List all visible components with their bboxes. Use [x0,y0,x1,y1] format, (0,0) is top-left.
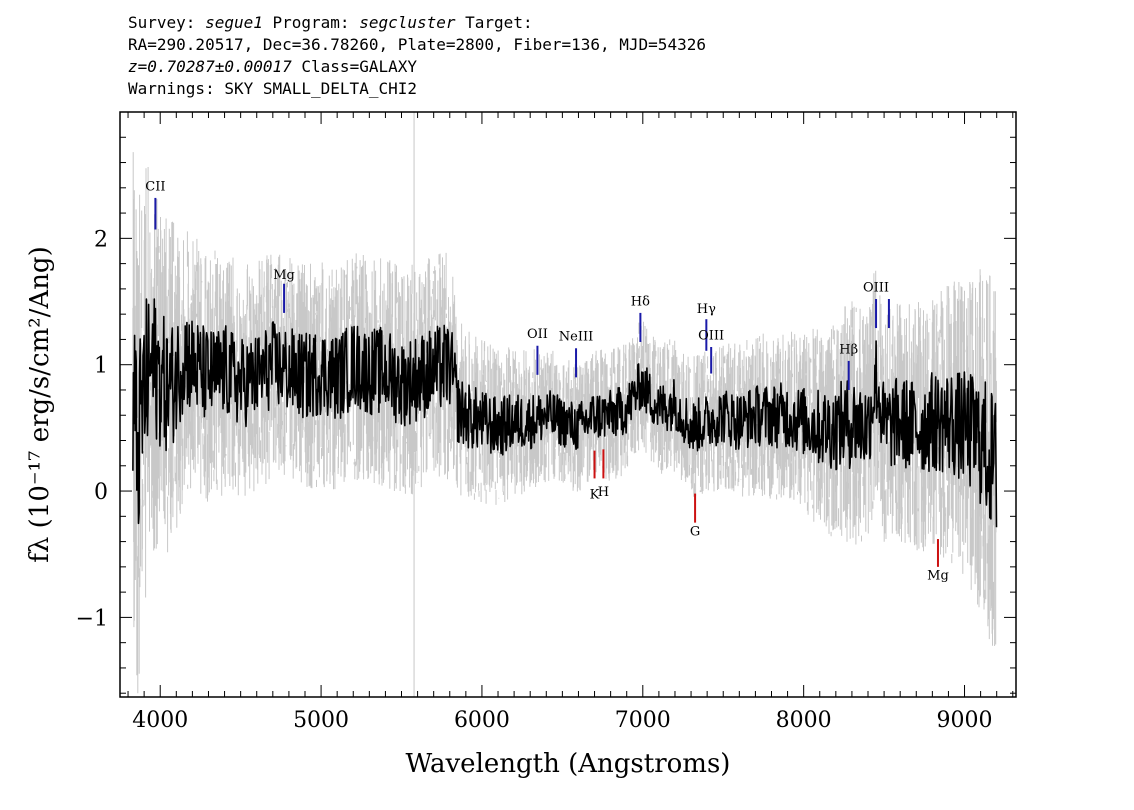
emission-line-label: Hβ [839,342,858,357]
emission-line-label: OII [527,327,548,342]
x-tick-label: 9000 [937,708,993,733]
y-tick-label: 0 [94,480,108,505]
target-label: Target: [455,13,533,32]
plot-frame [119,111,1017,698]
class-value: Class=GALAXY [291,57,417,76]
y-axis-title: fλ (10⁻¹⁷ erg/s/cm²/Ang) [25,246,55,562]
survey-value: segue1 [205,13,263,32]
program-label: Program: [262,13,360,32]
emission-line-label: OIII [863,280,889,295]
x-tick-label: 6000 [454,708,510,733]
axis-ticks-layer: 4000 5000 6000 7000 8000 9000 −1 0 1 2 [76,111,1016,733]
emission-line-label: OIII [698,328,724,343]
header-line-coordinates: RA=290.20517, Dec=36.78260, Plate=2800, … [128,35,706,54]
absorption-line-label: Mg [927,568,949,583]
absorption-line-label: G [690,524,700,539]
emission-line-label: Mg [273,268,295,283]
x-tick-label: 5000 [293,708,349,733]
emission-line-label: Hγ [697,302,716,317]
header-line-warnings: Warnings: SKY SMALL_DELTA_CHI2 [128,79,417,98]
spectral-lines-layer: CII Mg OII NeIII Hδ Hγ OIII Hβ OIII KH G Mg [145,179,949,583]
survey-label: Survey: [128,13,206,32]
y-tick-label: 2 [94,227,108,252]
y-tick-label: 1 [94,354,108,379]
absorption-line-label: K [590,488,600,503]
emission-line-label: Hδ [631,294,650,309]
flux-line [132,298,998,528]
x-tick-label: 4000 [132,708,188,733]
absorption-line-label: H [598,485,609,500]
emission-line-label: NeIII [559,330,593,345]
header-line-redshift: z=0.70287±0.00017 Class=GALAXY [128,56,706,78]
y-tick-label: −1 [76,606,108,631]
emission-line-label: CII [145,179,165,194]
x-tick-label: 8000 [776,708,832,733]
redshift-value: z=0.70287±0.00017 [128,57,292,76]
x-tick-label: 7000 [615,708,671,733]
x-axis-title: Wavelength (Angstroms) [406,749,731,779]
flux-layer [132,298,998,528]
header-line-survey: Survey: segue1 Program: segcluster Targe… [128,12,706,34]
program-value: segcluster [359,13,456,32]
spectrum-header: Survey: segue1 Program: segcluster Targe… [128,12,706,100]
